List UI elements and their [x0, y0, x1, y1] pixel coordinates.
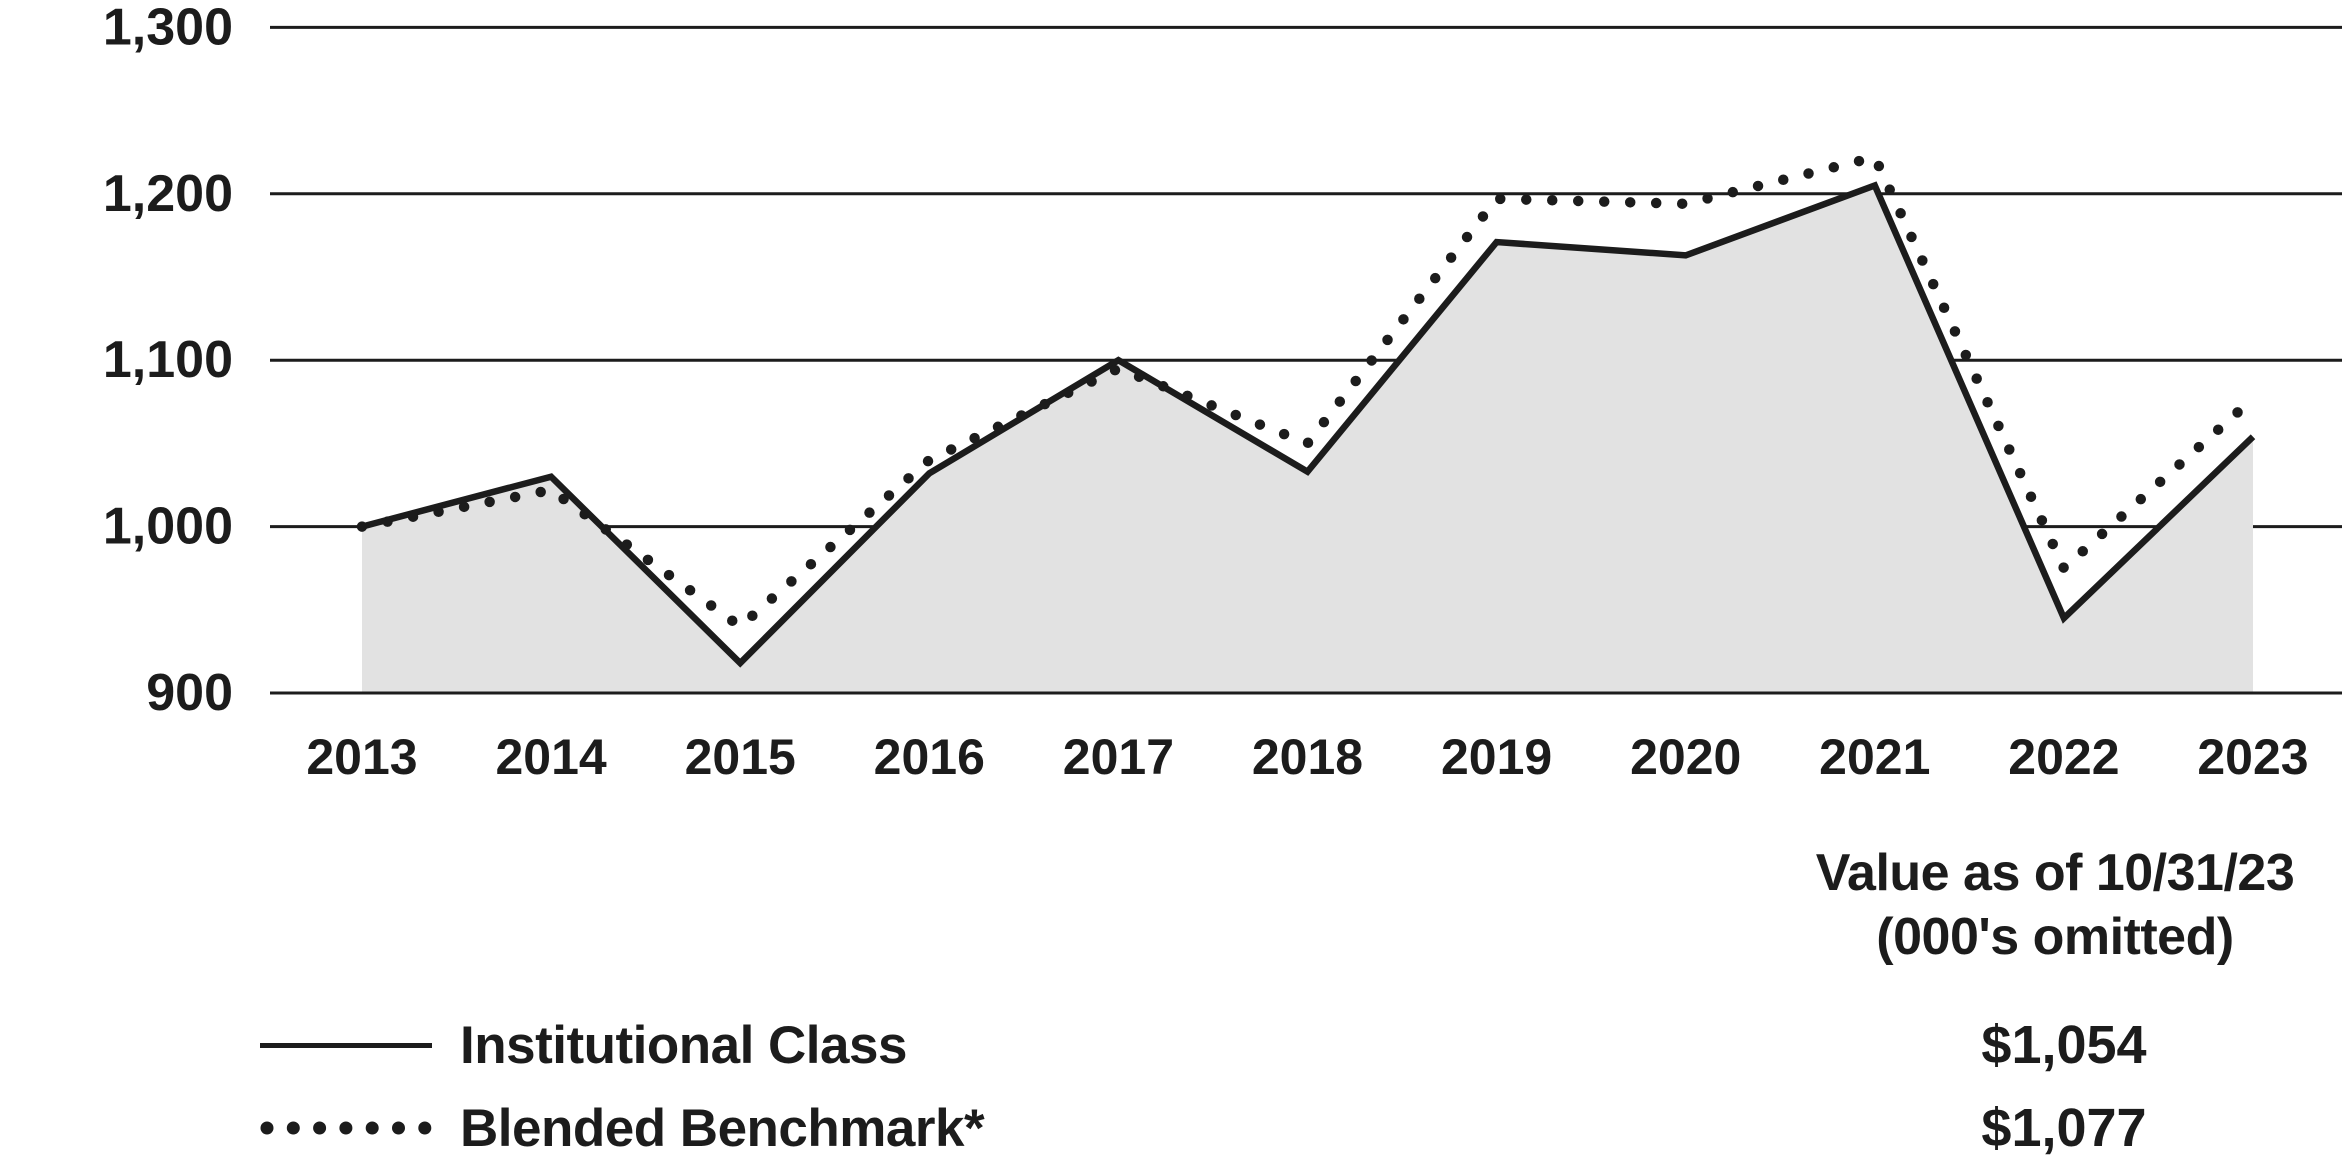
y-axis-label-1000: 1,000: [103, 498, 233, 556]
legend-item-blended-benchmark: Blended Benchmark*: [260, 1098, 985, 1158]
x-axis-label-2015: 2015: [685, 729, 796, 785]
y-axis-label-1100: 1,100: [103, 331, 233, 389]
x-axis-label-2013: 2013: [306, 729, 417, 785]
solid-line-swatch-icon: [260, 1042, 432, 1048]
line-blended-benchmark: [356, 151, 2259, 634]
x-axis-label-2023: 2023: [2197, 729, 2308, 785]
value-column-header-line1: Value as of 10/31/23: [1815, 844, 2295, 902]
x-axis-label-2021: 2021: [1819, 729, 1930, 785]
dotted-line-swatch-icon: [260, 1120, 432, 1136]
line-institutional-class: [361, 181, 2256, 668]
value-column-header-line2: (000's omitted): [1876, 908, 2234, 966]
value-column-header: Value as of 10/31/23 (000's omitted): [1712, 841, 2342, 969]
x-axis-label-2018: 2018: [1252, 729, 1363, 785]
value-blended-benchmark: $1,077: [1981, 1098, 2147, 1158]
x-axis-label-2022: 2022: [2008, 729, 2119, 785]
y-axis-label-1300: 1,300: [103, 0, 233, 56]
value-institutional-class: $1,054: [1981, 1015, 2147, 1075]
legend-item-institutional-class: Institutional Class: [260, 1015, 907, 1075]
x-axis-label-2020: 2020: [1630, 729, 1741, 785]
area-fill-institutional-class: [362, 185, 2253, 694]
x-axis-label-2017: 2017: [1063, 729, 1174, 785]
x-axis-label-2016: 2016: [874, 729, 985, 785]
y-axis-label-1200: 1,200: [103, 165, 233, 223]
legend-label-blended-benchmark: Blended Benchmark*: [460, 1098, 985, 1158]
legend-label-institutional-class: Institutional Class: [460, 1015, 907, 1075]
y-axis-label-900: 900: [146, 664, 233, 722]
x-axis-label-2019: 2019: [1441, 729, 1552, 785]
x-axis-label-2014: 2014: [495, 729, 606, 785]
